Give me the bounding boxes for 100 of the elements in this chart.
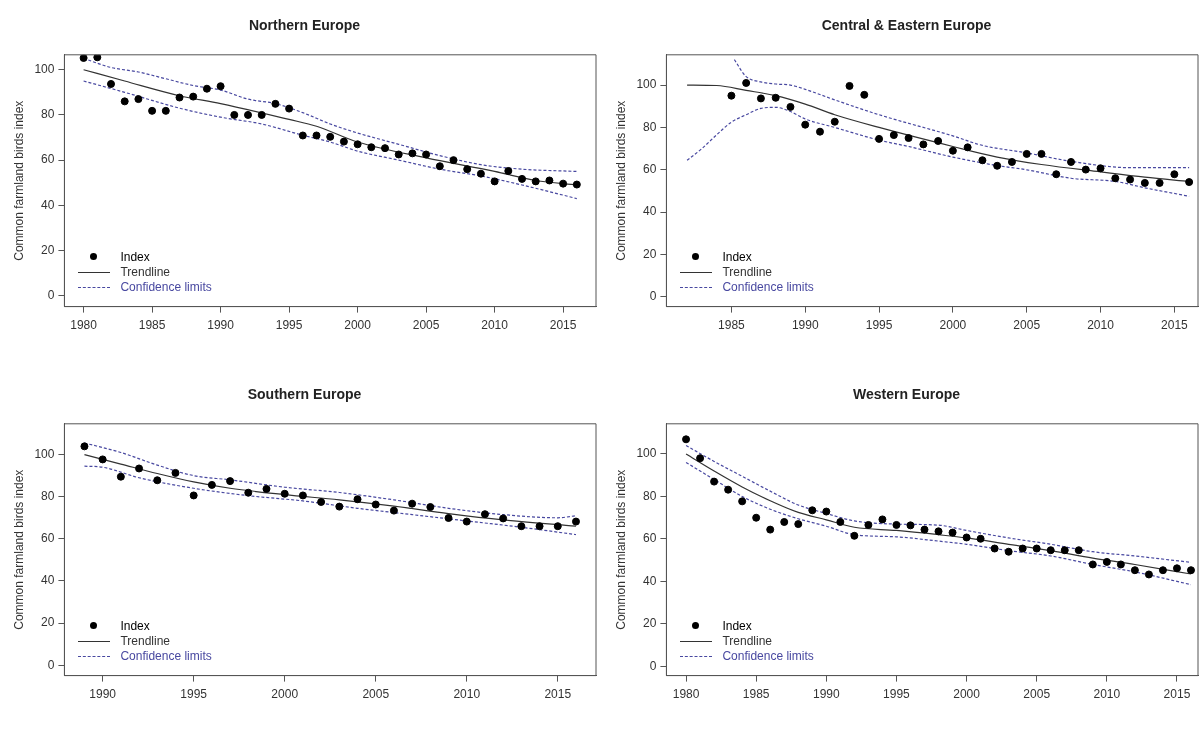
x-tick-label: 2005 xyxy=(412,318,440,333)
point xyxy=(836,517,845,526)
point xyxy=(257,110,266,119)
y-axis-title: Common farmland birds index xyxy=(11,100,26,261)
chart-title: Western Europe xyxy=(852,386,961,403)
point xyxy=(963,143,972,152)
point xyxy=(1088,560,1097,569)
point xyxy=(808,506,817,515)
chart-title: Central & Eastern Europe xyxy=(821,17,992,34)
x-tick-label: 2005 xyxy=(362,687,390,702)
point xyxy=(978,156,987,165)
y-tick-label: 60 xyxy=(643,531,657,546)
point xyxy=(904,134,913,143)
point xyxy=(682,435,691,444)
point xyxy=(116,472,125,481)
point xyxy=(262,484,271,493)
point xyxy=(389,506,398,515)
point xyxy=(948,528,957,537)
x-tick-label: 1985 xyxy=(138,318,166,333)
point xyxy=(919,140,928,149)
point xyxy=(462,517,471,526)
x-tick-label: 2015 xyxy=(1161,318,1189,333)
point xyxy=(1037,149,1046,158)
y-tick-label: 100 xyxy=(636,446,657,461)
point xyxy=(822,507,831,516)
point xyxy=(850,531,859,540)
x-tick-label: 2000 xyxy=(344,318,372,333)
point xyxy=(175,93,184,102)
point xyxy=(780,517,789,526)
point xyxy=(531,177,540,186)
point xyxy=(786,102,795,111)
point xyxy=(1004,547,1013,556)
point xyxy=(80,442,89,451)
point xyxy=(794,520,803,529)
point xyxy=(135,464,144,473)
point xyxy=(298,491,307,500)
legend-label: Confidence limits xyxy=(120,279,212,295)
x-tick-label: 1995 xyxy=(883,687,911,702)
x-tick-label: 2015 xyxy=(544,687,572,702)
point xyxy=(1046,546,1055,555)
point xyxy=(801,120,810,129)
point xyxy=(766,525,775,534)
legend-label: Trendline xyxy=(120,633,170,649)
point xyxy=(207,480,216,489)
point xyxy=(1032,544,1041,553)
y-tick-label: 60 xyxy=(41,152,55,167)
y-tick-label: 20 xyxy=(41,242,55,257)
point xyxy=(1022,149,1031,158)
point xyxy=(948,146,957,155)
point xyxy=(889,131,898,140)
point xyxy=(934,136,943,145)
y-axis-title: Common farmland birds index xyxy=(613,469,628,630)
point xyxy=(444,513,453,522)
point xyxy=(1111,174,1120,183)
point xyxy=(161,106,170,115)
point xyxy=(216,82,225,91)
point xyxy=(353,495,362,504)
point xyxy=(202,84,211,93)
y-tick-label: 20 xyxy=(41,615,55,630)
point xyxy=(1102,557,1111,566)
point xyxy=(976,534,985,543)
x-tick-label: 1985 xyxy=(742,687,770,702)
point xyxy=(1155,178,1164,187)
point xyxy=(134,95,143,104)
legend-label: Index xyxy=(120,249,150,265)
point xyxy=(171,468,180,477)
point xyxy=(920,525,929,534)
point xyxy=(1007,157,1016,166)
y-tick-label: 20 xyxy=(643,246,657,261)
line-series xyxy=(733,59,1190,169)
point xyxy=(499,514,508,523)
point xyxy=(367,143,376,152)
point xyxy=(490,177,499,186)
point xyxy=(1074,546,1083,555)
y-tick-label: 0 xyxy=(649,289,657,304)
y-tick-label: 80 xyxy=(41,489,55,504)
x-tick-label: 2010 xyxy=(481,318,509,333)
point xyxy=(230,110,239,119)
point xyxy=(518,174,527,183)
point xyxy=(1126,175,1135,184)
x-tick-label: 1990 xyxy=(812,687,840,702)
legend-label: Index xyxy=(722,618,752,634)
point xyxy=(724,485,733,494)
x-tick-label: 1990 xyxy=(89,687,117,702)
legend-label: Trendline xyxy=(722,633,772,649)
y-tick-label: 0 xyxy=(47,288,55,303)
legend-label: Trendline xyxy=(722,264,772,280)
point xyxy=(864,520,873,529)
point xyxy=(285,104,294,113)
point xyxy=(571,517,580,526)
point xyxy=(738,497,747,506)
y-axis-title: Common farmland birds index xyxy=(11,469,26,630)
y-tick-label: 80 xyxy=(41,107,55,122)
point xyxy=(93,54,102,62)
point xyxy=(771,93,780,102)
point xyxy=(517,522,526,531)
x-tick-label: 2015 xyxy=(549,318,577,333)
point xyxy=(1158,566,1167,575)
point xyxy=(79,54,88,62)
y-tick-label: 40 xyxy=(643,573,657,588)
